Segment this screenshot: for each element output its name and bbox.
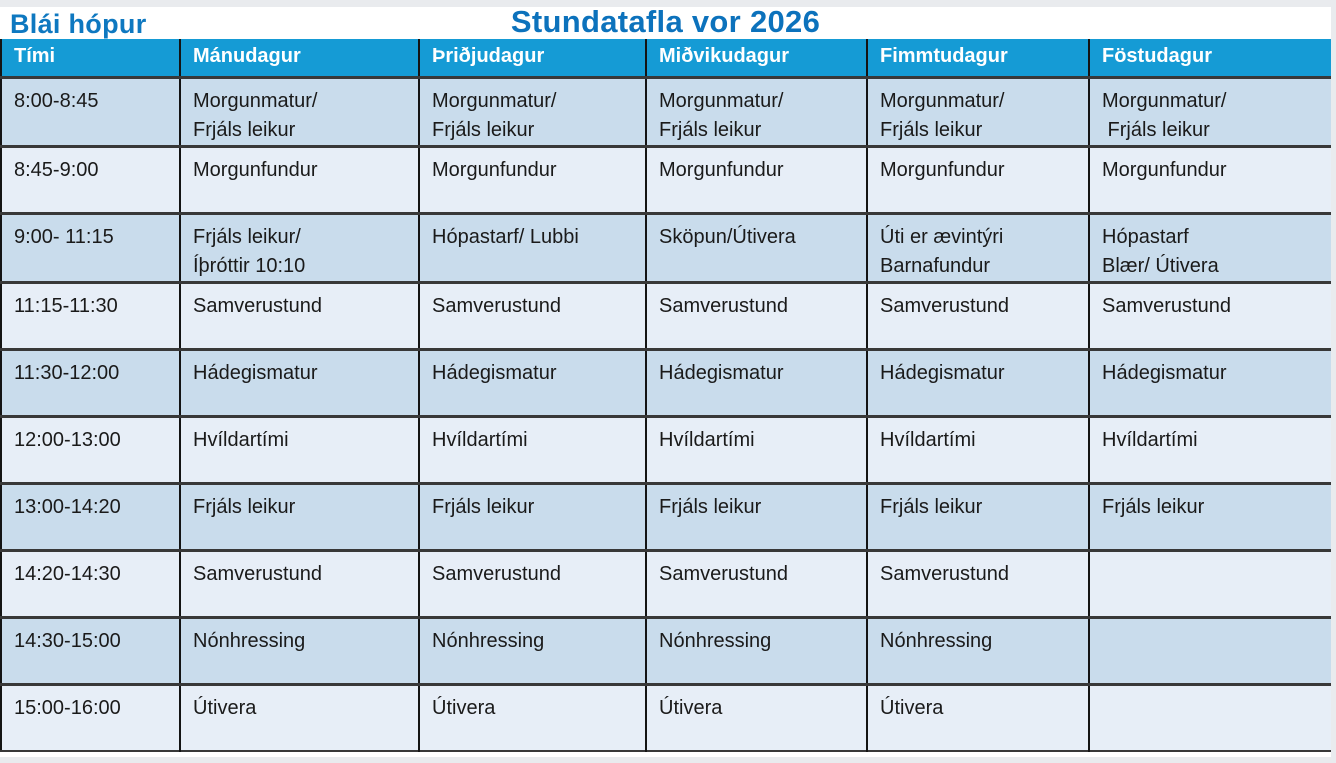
time-cell: 14:30-15:00: [1, 615, 180, 684]
column-header: Mánudagur: [179, 39, 419, 77]
schedule-cell: Samverustund: [1088, 280, 1332, 349]
table-row: 14:30-15:00 Nónhressing Nónhressing Nónhres…: [1, 615, 1332, 684]
schedule-cell: Hvíldartími: [645, 414, 867, 483]
schedule-cell: [1088, 548, 1332, 617]
time-cell: 11:15-11:30: [1, 280, 180, 349]
time-cell: 15:00-16:00: [1, 682, 180, 751]
schedule-cell: Morgunfundur: [179, 144, 419, 213]
time-cell: 8:00-8:45: [1, 75, 180, 146]
column-header-row: Tími Mánudagur Þriðjudagur Miðvikudagur Fimm…: [1, 39, 1332, 77]
top-edge-strip: [0, 0, 1336, 7]
schedule-cell: Morgunmatur/ Frjáls leikur: [866, 75, 1089, 146]
table-row: 9:00- 11:15 Frjáls leikur/ Íþróttir 10:10…: [1, 211, 1332, 282]
schedule-cell: Hvíldartími: [866, 414, 1089, 483]
schedule-cell: Útivera: [866, 682, 1089, 751]
schedule-cell: Frjáls leikur: [645, 481, 867, 550]
schedule-cell: Hópastarf/ Lubbi: [418, 211, 646, 282]
time-cell: 9:00- 11:15: [1, 211, 180, 282]
schedule-cell: Samverustund: [645, 548, 867, 617]
schedule-cell: Hádegismatur: [418, 347, 646, 416]
table-row: 8:45-9:00 Morgunfundur Morgunfundur Morgunf…: [1, 144, 1332, 213]
schedule-cell: Samverustund: [866, 280, 1089, 349]
time-cell: 12:00-13:00: [1, 414, 180, 483]
schedule-cell: Útivera: [179, 682, 419, 751]
schedule-cell: Frjáls leikur/ Íþróttir 10:10: [179, 211, 419, 282]
schedule-cell: Hvíldartími: [1088, 414, 1332, 483]
bottom-edge-strip: [0, 757, 1336, 763]
schedule-cell: Morgunmatur/ Frjáls leikur: [418, 75, 646, 146]
schedule-cell: Samverustund: [866, 548, 1089, 617]
schedule-cell: Morgunfundur: [866, 144, 1089, 213]
schedule-cell: Nónhressing: [645, 615, 867, 684]
table-row: 12:00-13:00 Hvíldartími Hvíldartími Hvíldar…: [1, 414, 1332, 483]
schedule-cell: Hádegismatur: [866, 347, 1089, 416]
table-row: 11:30-12:00 Hádegismatur Hádegismatur Hádeg…: [1, 347, 1332, 416]
schedule-cell: Hádegismatur: [645, 347, 867, 416]
column-header: Tími: [1, 39, 180, 77]
schedule-cell: [1088, 615, 1332, 684]
schedule-cell: [1088, 682, 1332, 751]
time-cell: 14:20-14:30: [1, 548, 180, 617]
schedule-cell: Sköpun/Útivera: [645, 211, 867, 282]
time-cell: 11:30-12:00: [1, 347, 180, 416]
schedule-cell: Morgunmatur/ Frjáls leikur: [645, 75, 867, 146]
schedule-cell: Nónhressing: [418, 615, 646, 684]
schedule-cell: Hópastarf Blær/ Útivera: [1088, 211, 1332, 282]
schedule-cell: Hádegismatur: [179, 347, 419, 416]
schedule-cell: Nónhressing: [179, 615, 419, 684]
schedule-cell: Hvíldartími: [179, 414, 419, 483]
schedule-cell: Úti er ævintýri Barnafundur: [866, 211, 1089, 282]
time-cell: 8:45-9:00: [1, 144, 180, 213]
group-label: Blái hópur: [10, 9, 147, 39]
title-band: Blái hópur Stundatafla vor 2026: [0, 7, 1336, 39]
schedule-cell: Samverustund: [418, 280, 646, 349]
table-row: 15:00-16:00 Útivera Útivera Útivera Útivera: [1, 682, 1332, 751]
schedule-cell: Frjáls leikur: [418, 481, 646, 550]
time-cell: 13:00-14:20: [1, 481, 180, 550]
page-title: Stundatafla vor 2026: [510, 7, 821, 39]
schedule-cell: Frjáls leikur: [1088, 481, 1332, 550]
schedule-cell: Frjáls leikur: [179, 481, 419, 550]
table-row: 13:00-14:20 Frjáls leikur Frjáls leikur Frj…: [1, 481, 1332, 550]
schedule-cell: Morgunfundur: [645, 144, 867, 213]
schedule-cell: Morgunfundur: [418, 144, 646, 213]
table-row: 11:15-11:30 Samverustund Samverustund Samve…: [1, 280, 1332, 349]
schedule-cell: Útivera: [418, 682, 646, 751]
table-row: 8:00-8:45 Morgunmatur/ Frjáls leikur Morgu…: [1, 75, 1332, 146]
schedule-cell: Hvíldartími: [418, 414, 646, 483]
schedule-cell: Frjáls leikur: [866, 481, 1089, 550]
schedule-cell: Morgunfundur: [1088, 144, 1332, 213]
schedule-cell: Nónhressing: [866, 615, 1089, 684]
column-header: Föstudagur: [1088, 39, 1332, 77]
schedule-cell: Samverustund: [179, 280, 419, 349]
column-header: Fimmtudagur: [866, 39, 1089, 77]
column-header: Miðvikudagur: [645, 39, 867, 77]
table-row: 14:20-14:30 Samverustund Samverustund Samve…: [1, 548, 1332, 617]
schedule-cell: Morgunmatur/ Frjáls leikur: [1088, 75, 1332, 146]
schedule-cell: Samverustund: [418, 548, 646, 617]
schedule-cell: Morgunmatur/ Frjáls leikur: [179, 75, 419, 146]
right-edge-strip: [1331, 7, 1336, 757]
schedule-table: Tími Mánudagur Þriðjudagur Miðvikudagur Fimm…: [0, 39, 1333, 752]
schedule-cell: Hádegismatur: [1088, 347, 1332, 416]
schedule-cell: Samverustund: [645, 280, 867, 349]
schedule-cell: Samverustund: [179, 548, 419, 617]
column-header: Þriðjudagur: [418, 39, 646, 77]
schedule-cell: Útivera: [645, 682, 867, 751]
